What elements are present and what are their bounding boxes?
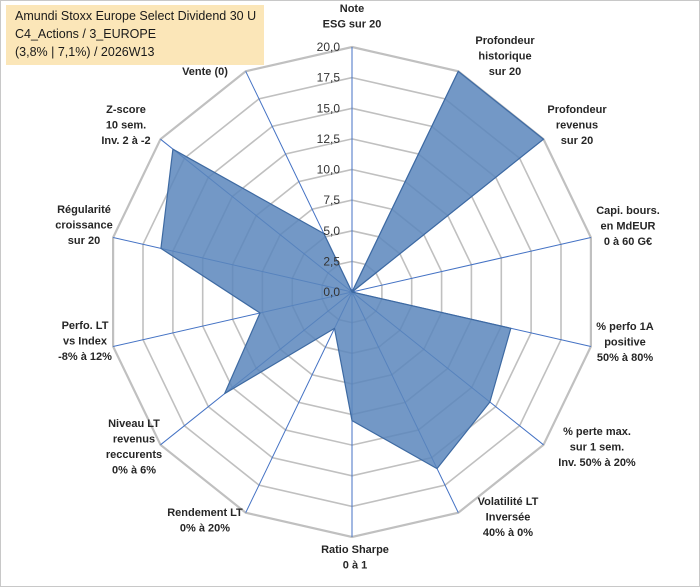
axis-label-6: Inversée bbox=[486, 512, 531, 524]
axis-label-5: sur 1 sem. bbox=[570, 442, 624, 454]
axis-label-12: Z-score bbox=[106, 104, 146, 116]
tick-label: 2,5 bbox=[323, 254, 340, 268]
axis-label-12: 10 sem. bbox=[106, 120, 146, 132]
tick-label: 20,0 bbox=[317, 40, 341, 54]
axis-label-9: revenus bbox=[113, 434, 155, 446]
axis-label-2: revenus bbox=[556, 120, 598, 132]
axis-label-1: sur 20 bbox=[489, 66, 521, 78]
axis-label-0: Note bbox=[340, 3, 364, 15]
axis-label-9: Niveau LT bbox=[108, 418, 160, 430]
axis-label-8: Rendement LT bbox=[167, 507, 243, 519]
fund-info-box: Amundi Stoxx Europe Select Dividend 30 U… bbox=[6, 5, 264, 65]
axis-label-4: positive bbox=[604, 337, 646, 349]
tick-label: 12,5 bbox=[317, 132, 341, 146]
axis-label-11: Régularité bbox=[57, 204, 111, 216]
axis-label-7: 0 à 1 bbox=[343, 560, 367, 572]
tick-label: 0,0 bbox=[323, 285, 340, 299]
axis-label-9: 0% à 6% bbox=[112, 465, 156, 477]
axis-label-3: Capi. bours. bbox=[596, 205, 660, 217]
axis-label-6: 40% à 0% bbox=[483, 527, 533, 539]
axis-label-2: sur 20 bbox=[561, 135, 593, 147]
tick-label: 10,0 bbox=[317, 163, 341, 177]
radar-series bbox=[160, 70, 545, 470]
axis-label-8: 0% à 20% bbox=[180, 523, 230, 535]
axis-label-1: Profondeur bbox=[475, 35, 535, 47]
fund-name: Amundi Stoxx Europe Select Dividend 30 U bbox=[15, 9, 257, 23]
axis-label-10: vs Index bbox=[63, 336, 108, 348]
axis-label-2: Profondeur bbox=[547, 104, 607, 116]
axis-label-4: 50% à 80% bbox=[597, 352, 653, 364]
axis-label-13: Vente (0) bbox=[182, 66, 228, 78]
tick-label: 17,5 bbox=[317, 71, 341, 85]
axis-label-0: ESG sur 20 bbox=[323, 19, 382, 31]
axis-label-1: historique bbox=[478, 51, 531, 63]
tick-label: 7,5 bbox=[323, 193, 340, 207]
axis-label-11: sur 20 bbox=[68, 235, 100, 247]
axis-label-7: Ratio Sharpe bbox=[321, 544, 389, 556]
spoke-3 bbox=[351, 237, 592, 293]
radar-axis-labels: Note ESG sur 20 Profondeur historique sur 20… bbox=[55, 3, 660, 572]
axis-label-10: Perfo. LT bbox=[62, 320, 109, 332]
tick-label: 15,0 bbox=[317, 101, 341, 115]
axis-label-5: Inv. 50% à 20% bbox=[558, 457, 636, 469]
fund-stats: (3,8% | 7,1%) / 2026W13 bbox=[15, 45, 155, 59]
axis-label-3: en MdEUR bbox=[601, 221, 656, 233]
axis-label-3: 0 à 60 G€ bbox=[604, 236, 652, 248]
axis-label-6: Volatilité LT bbox=[478, 496, 539, 508]
radar-tick-labels: 0,0 2,5 5,0 7,5 10,0 12,5 15,0 17,5 20,0 bbox=[317, 40, 341, 299]
axis-label-10: -8% à 12% bbox=[58, 351, 112, 363]
axis-label-5: % perte max. bbox=[563, 426, 631, 438]
axis-label-12: Inv. 2 à -2 bbox=[101, 135, 150, 147]
axis-label-9: reccurents bbox=[106, 449, 162, 461]
fund-category: C4_Actions / 3_EUROPE bbox=[15, 27, 157, 41]
axis-label-11: croissance bbox=[55, 220, 112, 232]
axis-label-4: % perfo 1A bbox=[596, 321, 654, 333]
tick-label: 5,0 bbox=[323, 224, 340, 238]
